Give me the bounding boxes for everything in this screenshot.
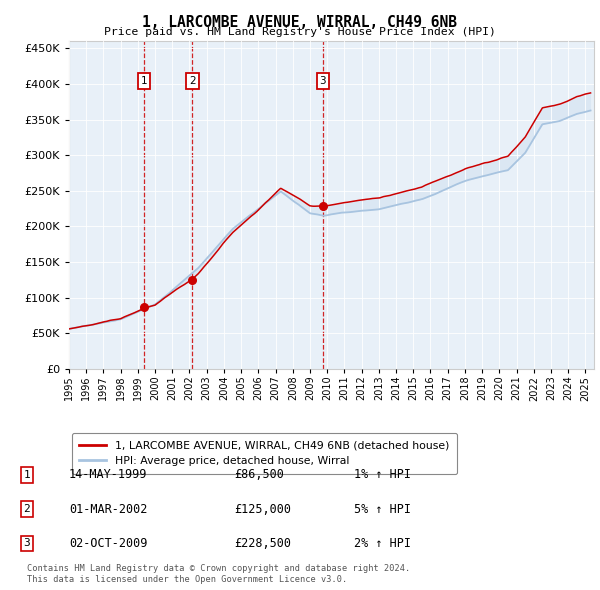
Text: 1: 1 [141,76,148,86]
Text: £125,000: £125,000 [234,503,291,516]
Text: 3: 3 [320,76,326,86]
Text: 01-MAR-2002: 01-MAR-2002 [69,503,148,516]
Text: 1, LARCOMBE AVENUE, WIRRAL, CH49 6NB: 1, LARCOMBE AVENUE, WIRRAL, CH49 6NB [143,15,458,30]
Text: This data is licensed under the Open Government Licence v3.0.: This data is licensed under the Open Gov… [27,575,347,584]
Text: Contains HM Land Registry data © Crown copyright and database right 2024.: Contains HM Land Registry data © Crown c… [27,565,410,573]
Text: 1% ↑ HPI: 1% ↑ HPI [354,468,411,481]
Legend: 1, LARCOMBE AVENUE, WIRRAL, CH49 6NB (detached house), HPI: Average price, detac: 1, LARCOMBE AVENUE, WIRRAL, CH49 6NB (de… [72,433,457,474]
Text: 14-MAY-1999: 14-MAY-1999 [69,468,148,481]
Text: 3: 3 [23,539,31,548]
Text: 5% ↑ HPI: 5% ↑ HPI [354,503,411,516]
Text: 2% ↑ HPI: 2% ↑ HPI [354,537,411,550]
Text: 02-OCT-2009: 02-OCT-2009 [69,537,148,550]
Text: £228,500: £228,500 [234,537,291,550]
Text: £86,500: £86,500 [234,468,284,481]
Text: 2: 2 [189,76,196,86]
Text: 2: 2 [23,504,31,514]
Text: Price paid vs. HM Land Registry's House Price Index (HPI): Price paid vs. HM Land Registry's House … [104,27,496,37]
Text: 1: 1 [23,470,31,480]
